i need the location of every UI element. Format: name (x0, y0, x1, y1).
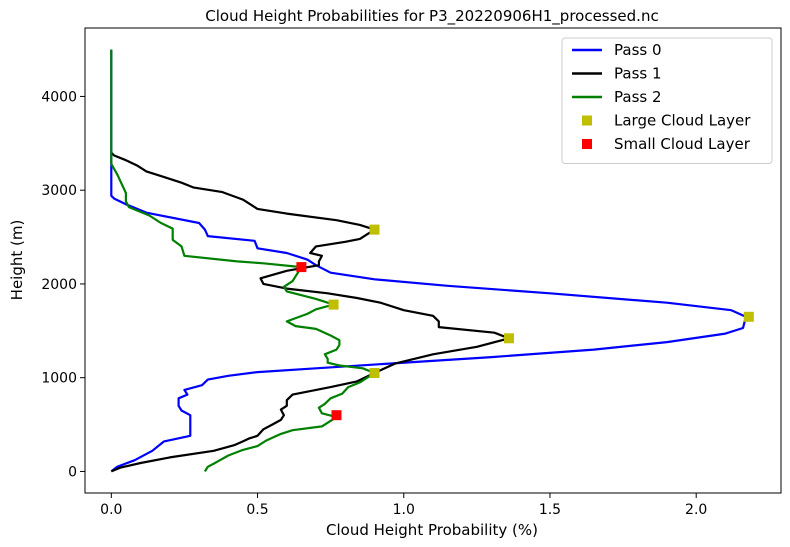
x-tick-label: 0.0 (100, 502, 122, 518)
marker-large-cloud-layer (504, 333, 514, 344)
x-tick-label: 1.0 (393, 502, 415, 518)
y-tick-label: 0 (68, 464, 77, 480)
x-axis-label: Cloud Height Probability (%) (326, 521, 538, 539)
y-tick-label: 2000 (41, 277, 77, 293)
marker-large-cloud-layer (369, 368, 380, 378)
legend: Pass 0 Pass 1 Pass 2 Large Cloud Layer Small… (561, 37, 773, 164)
series-line-pass-1 (110, 151, 511, 473)
legend-box (561, 37, 773, 164)
y-tick-label: 3000 (41, 183, 77, 199)
marker-small-cloud-layer (331, 410, 342, 421)
x-tick-label: 0.5 (246, 502, 268, 518)
plot-frame (84, 27, 782, 494)
legend-label: Pass 1 (614, 65, 662, 83)
y-axis-label: Height (m) (8, 220, 26, 301)
x-tick-label: 2.0 (685, 502, 707, 518)
legend-label: Small Cloud Layer (614, 135, 751, 153)
marker-large-cloud-layer (369, 224, 380, 235)
chart-title: Cloud Height Probabilities for P3_202209… (205, 7, 658, 26)
series-layer (110, 49, 747, 473)
y-axis-ticks: 0 1000 2000 3000 4000 (41, 89, 85, 480)
legend-label: Pass 0 (614, 41, 662, 59)
legend-label: Large Cloud Layer (614, 112, 751, 130)
series-line-pass-2 (110, 49, 376, 472)
marker-layer (296, 224, 754, 421)
legend-label: Pass 2 (614, 88, 662, 106)
marker-large-cloud-layer (743, 311, 754, 322)
series-line-pass-0 (110, 49, 747, 473)
y-tick-label: 4000 (41, 89, 77, 105)
x-tick-label: 1.5 (539, 502, 561, 518)
legend-swatch-large-cloud-layer (582, 115, 592, 126)
y-tick-label: 1000 (41, 371, 77, 387)
marker-small-cloud-layer (296, 262, 307, 273)
x-axis-ticks: 0.0 0.5 1.0 1.5 2.0 (100, 493, 707, 518)
legend-swatch-small-cloud-layer (582, 139, 592, 149)
marker-large-cloud-layer (328, 299, 339, 310)
